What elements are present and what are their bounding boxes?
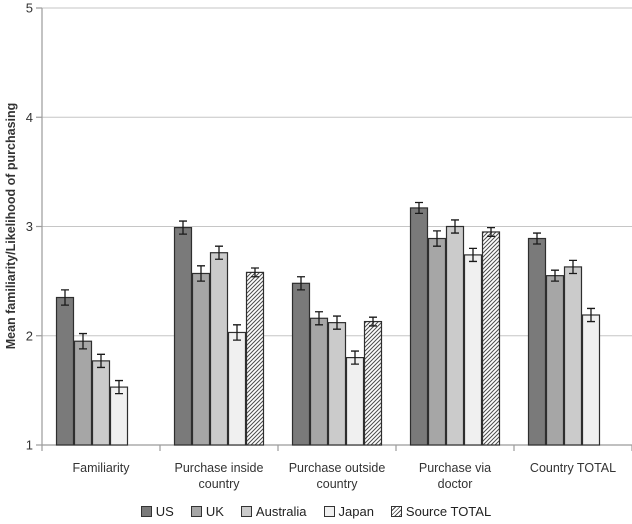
- bar-uk-purchase-via-doctor: [427, 237, 447, 446]
- error-bar-source-total-purchase-outside-country: [369, 316, 377, 327]
- legend-swatch-japan: [323, 505, 335, 517]
- bar-japan-purchase-outside-country: [345, 357, 365, 446]
- legend-swatch-source-total: [390, 505, 402, 517]
- error-bar-australia-purchase-outside-country: [333, 315, 341, 330]
- bar-australia-purchase-outside-country: [327, 322, 347, 446]
- error-bar-japan-familiarity: [115, 379, 123, 395]
- legend-label-source-total: Source TOTAL: [405, 503, 492, 519]
- bar-us-familiarity: [55, 296, 75, 446]
- bar-source-total-purchase-outside-country: [363, 320, 383, 446]
- bar-us-purchase-inside-country: [173, 226, 193, 446]
- legend: US UK Australia Japan Source TOTAL: [0, 498, 632, 524]
- error-bar-us-purchase-outside-country: [297, 276, 305, 291]
- category-label-country-total: Country TOTAL: [530, 461, 616, 475]
- legend-swatch-uk: [190, 505, 202, 517]
- y-tick-label-3: 3: [26, 219, 33, 234]
- bar-uk-purchase-outside-country: [309, 317, 329, 446]
- error-bar-us-purchase-inside-country: [179, 220, 187, 235]
- bar-us-country-total: [527, 237, 547, 446]
- bar-us-purchase-via-doctor: [409, 207, 429, 446]
- bar-australia-country-total: [563, 266, 583, 446]
- legend-item-uk: UK: [190, 503, 224, 519]
- error-bar-uk-country-total: [551, 269, 559, 282]
- legend-item-australia: Australia: [240, 503, 307, 519]
- error-bar-australia-purchase-via-doctor: [451, 219, 459, 234]
- y-tick-label-2: 2: [26, 328, 33, 343]
- error-bar-australia-familiarity: [97, 353, 105, 369]
- bar-australia-familiarity: [91, 360, 111, 446]
- legend-label-japan: Japan: [338, 503, 374, 519]
- error-bar-australia-country-total: [569, 259, 577, 275]
- bar-us-purchase-outside-country: [291, 282, 311, 446]
- error-bar-source-total-purchase-inside-country: [251, 267, 259, 278]
- legend-item-japan: Japan: [323, 503, 374, 519]
- legend-item-us: US: [140, 503, 174, 519]
- y-tick-label-1: 1: [26, 438, 33, 453]
- error-bar-japan-purchase-via-doctor: [469, 247, 477, 263]
- legend-label-us: US: [155, 503, 174, 519]
- bar-uk-familiarity: [73, 340, 93, 446]
- legend-label-australia: Australia: [255, 503, 307, 519]
- category-label-purchase-outside-country: Purchase outside country: [289, 461, 386, 491]
- legend-label-uk: UK: [205, 503, 224, 519]
- error-bar-australia-purchase-inside-country: [215, 245, 223, 260]
- error-bar-uk-purchase-via-doctor: [433, 230, 441, 247]
- bar-japan-country-total: [581, 314, 601, 446]
- category-label-familiarity: Familiarity: [73, 461, 131, 475]
- bar-source-total-purchase-via-doctor: [481, 231, 501, 446]
- y-tick-label-4: 4: [26, 110, 33, 125]
- error-bar-uk-purchase-inside-country: [197, 265, 205, 282]
- category-label-purchase-via-doctor: Purchase via doctor: [419, 461, 491, 491]
- bar-japan-purchase-inside-country: [227, 331, 247, 446]
- chart-svg: 1 2 3 4 5 Familiarity Purchase inside country Pu…: [26, 1, 632, 491]
- legend-swatch-us: [140, 505, 152, 517]
- error-bar-us-country-total: [533, 232, 541, 245]
- legend-swatch-australia: [240, 505, 252, 517]
- error-bar-japan-country-total: [587, 307, 595, 323]
- error-bar-uk-purchase-outside-country: [315, 311, 323, 326]
- error-bar-us-purchase-via-doctor: [415, 201, 423, 215]
- legend-item-source-total: Source TOTAL: [390, 503, 492, 519]
- bar-uk-purchase-inside-country: [191, 272, 211, 446]
- error-bar-japan-purchase-inside-country: [233, 324, 241, 341]
- error-bar-us-familiarity: [61, 289, 69, 306]
- error-bar-japan-purchase-outside-country: [351, 350, 359, 365]
- bar-uk-country-total: [545, 275, 565, 446]
- bar-source-total-purchase-inside-country: [245, 271, 265, 446]
- bar-japan-purchase-via-doctor: [463, 254, 483, 446]
- bar-australia-purchase-via-doctor: [445, 225, 465, 446]
- bar-australia-purchase-inside-country: [209, 252, 229, 446]
- category-label-purchase-inside-country: Purchase inside country: [175, 461, 264, 491]
- y-tick-label-5: 5: [26, 1, 33, 16]
- error-bar-source-total-purchase-via-doctor: [487, 226, 495, 237]
- bar-japan-familiarity: [109, 386, 129, 446]
- error-bar-uk-familiarity: [79, 332, 87, 350]
